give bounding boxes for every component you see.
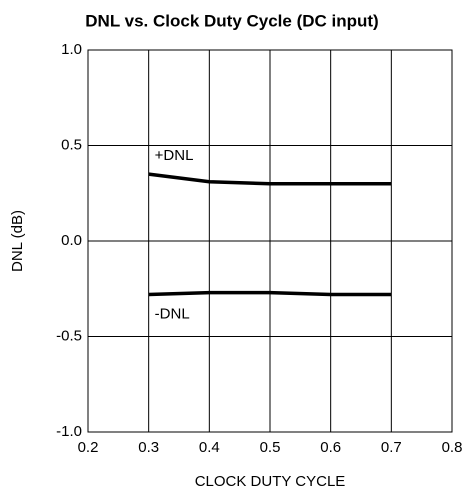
x-tick-label: 0.6 xyxy=(320,439,341,456)
x-tick-label: 0.8 xyxy=(442,439,463,456)
y-tick-label: 0.5 xyxy=(61,136,82,153)
label-background xyxy=(152,305,205,324)
x-tick-label: 0.7 xyxy=(381,439,402,456)
x-tick-label: 0.4 xyxy=(199,439,220,456)
label-background xyxy=(152,147,205,166)
series-label: +DNL xyxy=(155,147,194,164)
data-line xyxy=(148,172,392,186)
x-tick-label: 0.3 xyxy=(138,439,159,456)
y-tick-label: -0.5 xyxy=(56,327,82,344)
chart-title: DNL vs. Clock Duty Cycle (DC input) xyxy=(85,11,378,30)
x-axis-label: CLOCK DUTY CYCLE xyxy=(195,473,346,490)
data-line xyxy=(148,290,392,297)
y-axis-label: DNL (dB) xyxy=(9,210,26,272)
x-tick-label: 0.5 xyxy=(260,439,281,456)
x-tick-label: 0.2 xyxy=(78,439,99,456)
y-tick-label: -1.0 xyxy=(56,423,82,440)
y-tick-label: 0.0 xyxy=(61,232,82,249)
y-tick-label: 1.0 xyxy=(61,41,82,58)
series-label: -DNL xyxy=(155,305,190,322)
